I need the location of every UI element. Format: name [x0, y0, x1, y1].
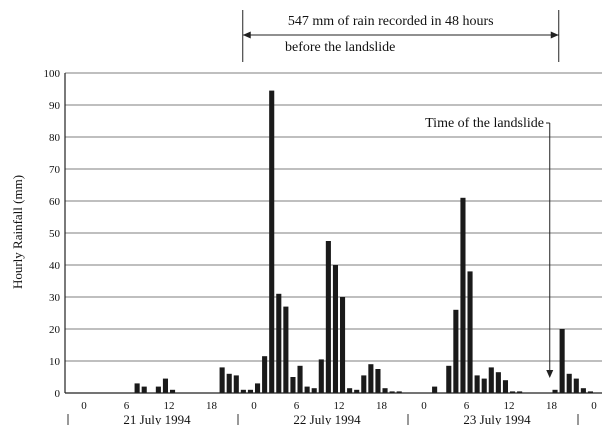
- bar: [573, 378, 579, 393]
- bar: [389, 391, 395, 393]
- bar: [432, 386, 438, 393]
- bar: [361, 375, 367, 393]
- x-tick-label: 0: [81, 400, 87, 412]
- bar: [247, 389, 254, 393]
- bar: [141, 386, 147, 393]
- bar: [304, 386, 310, 393]
- bar: [311, 388, 317, 393]
- y-axis-label: Hourly Rainfall (mm): [10, 175, 25, 289]
- day-labels: 21 July 1994 22 July 1994 23 July 1994: [67, 412, 579, 425]
- day-label: 23 July 1994: [463, 412, 531, 425]
- bar: [481, 378, 487, 393]
- y-tick-label: 40: [49, 260, 61, 272]
- span-label-line1: 547 mm of rain recorded in 48 hours: [288, 14, 494, 29]
- x-tick-label: 6: [294, 400, 300, 412]
- x-tick-label: 0: [251, 400, 257, 412]
- bar: [325, 241, 331, 393]
- bar: [262, 356, 268, 393]
- bar-series: [134, 90, 594, 393]
- bar: [382, 388, 388, 393]
- bar: [375, 369, 381, 393]
- day-label: 21 July 1994: [123, 412, 191, 425]
- bar: [509, 391, 516, 393]
- span-arrow-left: [242, 31, 251, 39]
- bar: [134, 383, 140, 393]
- x-tick-label: 18: [376, 400, 388, 412]
- bar: [467, 271, 473, 393]
- bar: [587, 391, 594, 393]
- bar: [396, 391, 402, 393]
- bar: [155, 386, 161, 393]
- y-tick-label: 10: [49, 356, 61, 368]
- bar: [254, 383, 261, 393]
- bar: [318, 359, 324, 393]
- event-label: Time of the landslide: [425, 116, 544, 131]
- bar: [339, 297, 346, 393]
- x-tick-label: 0: [421, 400, 427, 412]
- y-tick-label: 100: [44, 68, 61, 80]
- annotations: 547 mm of rain recorded in 48 hours befor…: [242, 10, 560, 378]
- bar: [240, 389, 246, 393]
- bar: [276, 293, 282, 393]
- bar: [559, 329, 565, 393]
- y-tick-label: 80: [49, 132, 61, 144]
- axes: [64, 73, 602, 394]
- y-tick-label: 70: [49, 164, 61, 176]
- x-tick-label: 0: [591, 400, 597, 412]
- bar: [347, 388, 353, 393]
- bar: [269, 90, 275, 393]
- bar: [552, 389, 558, 393]
- bar: [169, 389, 176, 393]
- bar: [474, 375, 480, 393]
- x-tick-label: 6: [124, 400, 130, 412]
- x-tick-label: 18: [546, 400, 558, 412]
- bar: [226, 373, 232, 393]
- x-tick-label: 18: [206, 400, 218, 412]
- bar: [495, 372, 501, 393]
- bar: [488, 367, 494, 393]
- y-tick-label: 30: [49, 292, 61, 304]
- bar: [297, 365, 303, 393]
- bar: [233, 375, 239, 393]
- y-tick-label: 50: [49, 228, 61, 240]
- bar: [283, 306, 289, 393]
- bar: [332, 265, 339, 393]
- bar: [354, 389, 360, 393]
- tick-labels: 0 10 20 30 40 50 60 70 80 90 100 0 6 12 18 0 6 12 18 0 6 12 18…: [44, 68, 598, 412]
- bar: [517, 391, 523, 393]
- span-arrow-right: [550, 31, 559, 39]
- bar: [566, 373, 572, 393]
- bar: [460, 197, 466, 393]
- y-tick-label: 20: [49, 324, 61, 336]
- x-tick-label: 12: [164, 400, 175, 412]
- bar: [162, 378, 169, 393]
- event-arrow: [546, 370, 554, 378]
- bar: [502, 380, 509, 393]
- y-tick-label: 0: [55, 388, 61, 400]
- bar: [446, 365, 452, 393]
- bar: [219, 367, 225, 393]
- bar: [290, 377, 296, 393]
- y-tick-label: 60: [49, 196, 61, 208]
- x-tick-label: 12: [504, 400, 515, 412]
- x-tick-label: 6: [464, 400, 470, 412]
- span-label-line2: before the landslide: [285, 40, 395, 55]
- bar: [368, 364, 374, 393]
- bar: [580, 388, 586, 393]
- day-label: 22 July 1994: [293, 412, 361, 425]
- x-tick-label: 12: [334, 400, 345, 412]
- bar: [453, 309, 459, 393]
- y-tick-label: 90: [49, 100, 61, 112]
